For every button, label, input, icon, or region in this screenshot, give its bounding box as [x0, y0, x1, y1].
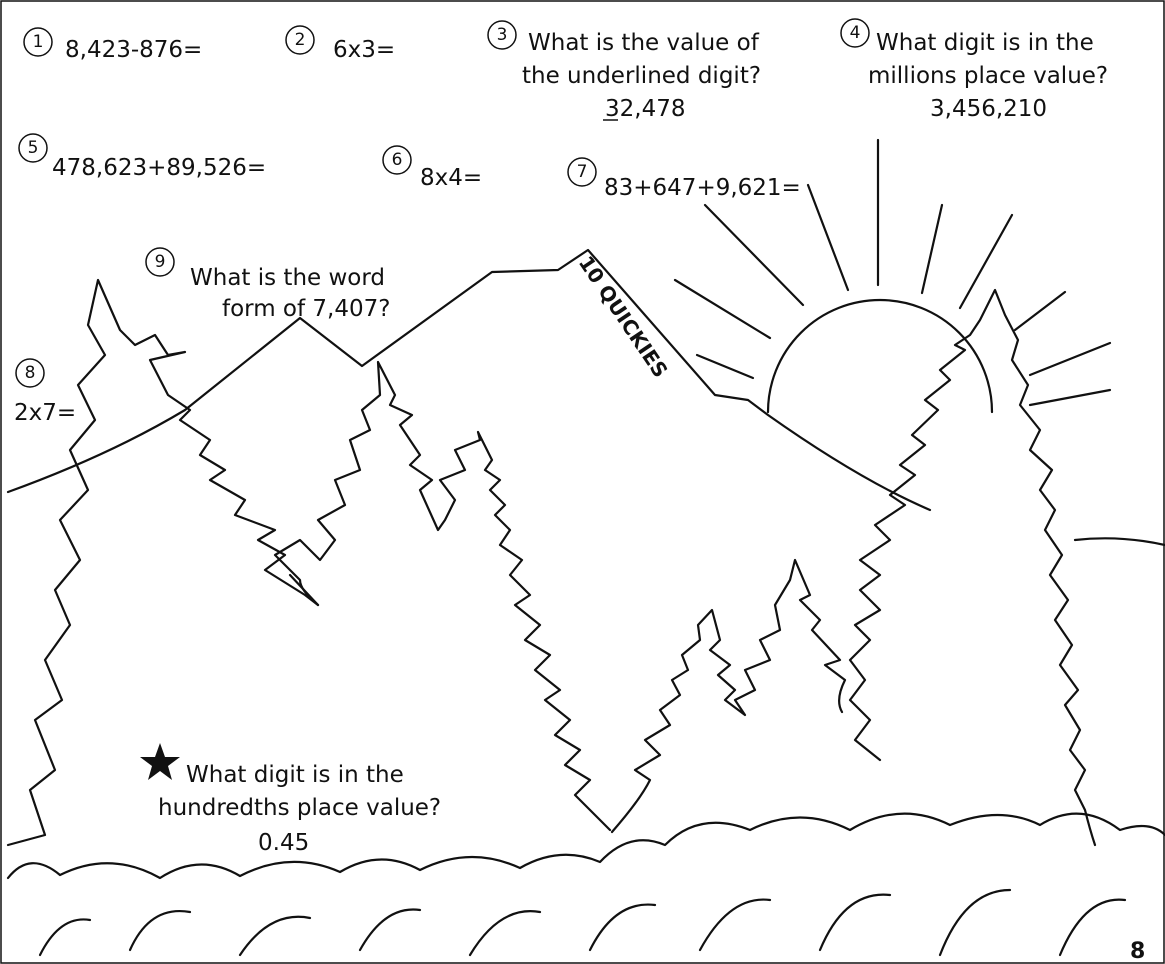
bonus-line: 0.45: [258, 830, 309, 856]
question-text: What is the word: [190, 265, 385, 291]
bonus-line: hundredths place value?: [158, 795, 441, 821]
bonus-line: What digit is in the: [186, 762, 404, 788]
question-text: 3,456,210: [930, 96, 1047, 122]
question-number: 6: [392, 150, 403, 170]
question-number: 3: [497, 25, 508, 45]
question-number: 9: [155, 252, 166, 272]
question-number: 1: [33, 32, 44, 52]
question-number: 4: [850, 23, 861, 43]
question-text: What is the value of: [528, 30, 760, 56]
question-text: 8,423-876=: [65, 37, 202, 63]
question-text: 6x3=: [333, 37, 395, 63]
question-text: 8x4=: [420, 165, 482, 191]
page-number: 8: [1130, 939, 1145, 964]
question-text: millions place value?: [868, 63, 1108, 89]
question-number: 5: [28, 138, 39, 158]
worksheet: 10 QUICKIES 18,423-876=26x3=3What is the…: [0, 0, 1165, 964]
question-text: 83+647+9,621=: [604, 175, 801, 201]
question-text: form of 7,407?: [222, 296, 390, 322]
question-number: 8: [25, 363, 36, 383]
question-number: 7: [577, 162, 588, 182]
question-number: 2: [295, 30, 306, 50]
question-text: 2x7=: [14, 400, 76, 426]
question-text: 32,478: [605, 96, 685, 122]
question-text: 478,623+89,526=: [52, 155, 266, 181]
question-text: What digit is in the: [876, 30, 1094, 56]
question-text: the underlined digit?: [522, 63, 761, 89]
